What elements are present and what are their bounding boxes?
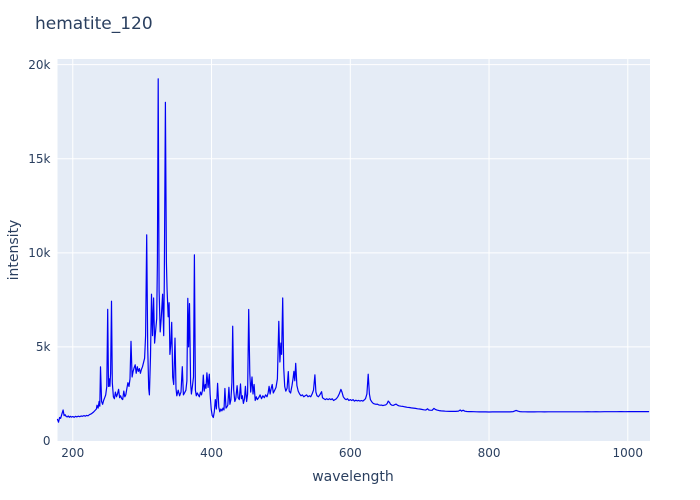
y-tick-label: 20k bbox=[28, 57, 51, 72]
x-tick-label: 1000 bbox=[612, 446, 644, 460]
y-tick-label: 10k bbox=[28, 245, 51, 260]
y-axis-title: intensity bbox=[6, 219, 22, 281]
chart-title: hematite_120 bbox=[35, 14, 153, 34]
x-tick-label: 800 bbox=[477, 446, 501, 460]
y-tick-label: 15k bbox=[28, 151, 51, 166]
y-tick-label: 0 bbox=[42, 434, 51, 448]
x-tick-label: 600 bbox=[338, 446, 362, 460]
spectrum-line-series[interactable] bbox=[56, 78, 650, 423]
gridlines bbox=[57, 59, 650, 441]
x-tick-label: 400 bbox=[200, 446, 223, 460]
plot-background[interactable] bbox=[57, 59, 651, 441]
x-axis-title: wavelength bbox=[312, 469, 394, 485]
x-tick-label: 200 bbox=[61, 446, 85, 460]
y-tick-label: 5k bbox=[35, 339, 51, 354]
